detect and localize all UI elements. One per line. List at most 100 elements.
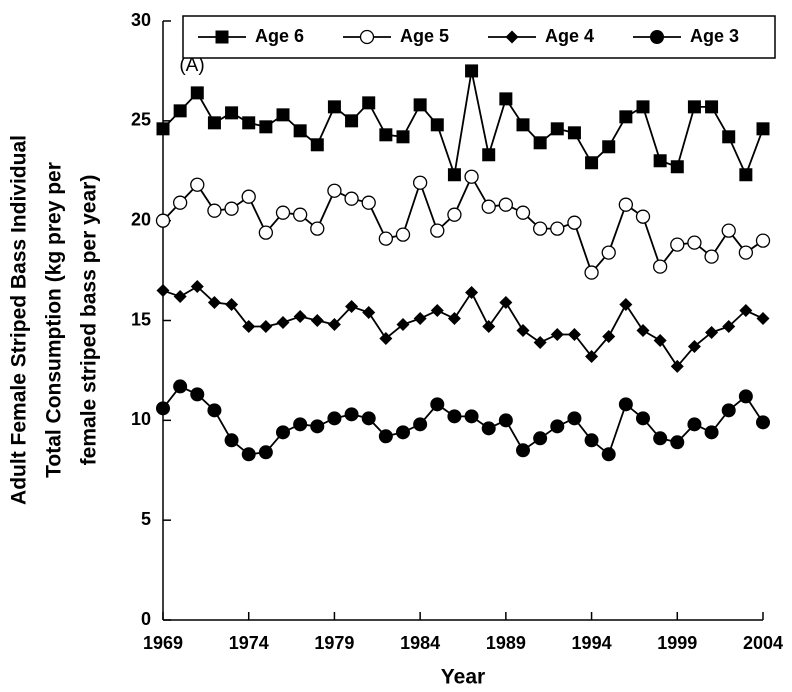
marker [756, 415, 770, 430]
marker [345, 300, 359, 314]
marker [738, 245, 754, 260]
marker [532, 221, 548, 236]
marker [687, 235, 702, 250]
marker [464, 169, 479, 184]
marker [602, 140, 616, 154]
marker [258, 445, 273, 460]
marker [275, 205, 291, 220]
marker [498, 197, 514, 212]
marker [173, 379, 188, 394]
y-axis-title-line: Total Consumption (kg prey per [43, 162, 66, 478]
marker [241, 447, 256, 462]
marker [567, 126, 581, 140]
legend-entry: Age 3 [633, 26, 739, 46]
marker [242, 116, 256, 130]
marker [430, 304, 444, 318]
y-tick-label: 15 [131, 309, 151, 329]
marker [344, 191, 359, 206]
marker [378, 429, 393, 444]
marker [652, 259, 668, 274]
marker [687, 339, 701, 353]
panel-label: (A) [179, 55, 204, 76]
marker [207, 203, 222, 218]
marker [653, 333, 667, 347]
marker [533, 431, 548, 446]
x-axis-title: Year [441, 666, 485, 689]
marker [755, 233, 771, 248]
marker [464, 409, 479, 424]
marker [533, 136, 547, 150]
marker [258, 225, 274, 240]
marker [636, 100, 650, 114]
marker [310, 221, 325, 236]
marker [756, 122, 770, 136]
marker [653, 431, 668, 446]
marker [635, 209, 651, 224]
marker [670, 359, 684, 373]
marker [155, 213, 171, 228]
marker [618, 197, 634, 212]
marker [361, 195, 376, 210]
marker [259, 319, 273, 333]
marker [276, 108, 290, 122]
marker [190, 86, 204, 100]
marker [739, 304, 753, 318]
marker [396, 130, 410, 144]
marker [344, 407, 359, 422]
y-tick-label: 25 [131, 110, 151, 130]
marker [378, 231, 394, 246]
marker [447, 207, 462, 222]
legend-label: Age 4 [545, 26, 594, 46]
marker [584, 265, 599, 280]
marker [396, 317, 410, 331]
marker [241, 189, 256, 204]
marker [327, 183, 342, 198]
marker [156, 284, 170, 298]
marker [618, 397, 633, 412]
x-tick-label: 1989 [486, 633, 526, 653]
marker [225, 106, 239, 120]
x-tick-label: 1974 [229, 633, 269, 653]
marker [481, 199, 496, 214]
y-axis-title: Adult Female Striped Bass Individual Tot… [8, 135, 101, 505]
marker [447, 168, 461, 182]
marker [413, 417, 428, 432]
legend-entry: Age 6 [198, 26, 304, 46]
y-axis-title-line: female striped bass per year) [78, 175, 101, 466]
marker [396, 425, 410, 440]
marker [327, 317, 341, 331]
marker [498, 413, 513, 428]
marker [516, 323, 530, 337]
marker [465, 286, 479, 300]
marker [310, 138, 324, 152]
marker [756, 312, 770, 326]
marker [430, 223, 445, 238]
marker [722, 319, 736, 333]
marker [585, 349, 599, 363]
marker [721, 403, 736, 418]
series [156, 379, 770, 462]
marker [550, 221, 565, 236]
legend-label: Age 3 [690, 26, 739, 46]
x-tick-label: 2004 [743, 633, 783, 653]
marker [156, 401, 170, 416]
marker [362, 306, 376, 320]
marker [550, 122, 564, 136]
x-tick-label: 1999 [657, 633, 697, 653]
marker [482, 319, 496, 333]
marker [499, 296, 513, 310]
marker [465, 64, 479, 78]
y-tick-label: 20 [131, 209, 151, 229]
marker [327, 100, 341, 114]
y-axis-title-line: Adult Female Striped Bass Individual [8, 135, 31, 505]
marker [670, 237, 685, 252]
marker [584, 433, 599, 448]
series [156, 64, 770, 182]
marker [224, 201, 239, 216]
marker [601, 447, 616, 462]
marker [292, 207, 308, 222]
marker [721, 223, 736, 238]
marker [173, 104, 187, 118]
marker [207, 296, 221, 310]
